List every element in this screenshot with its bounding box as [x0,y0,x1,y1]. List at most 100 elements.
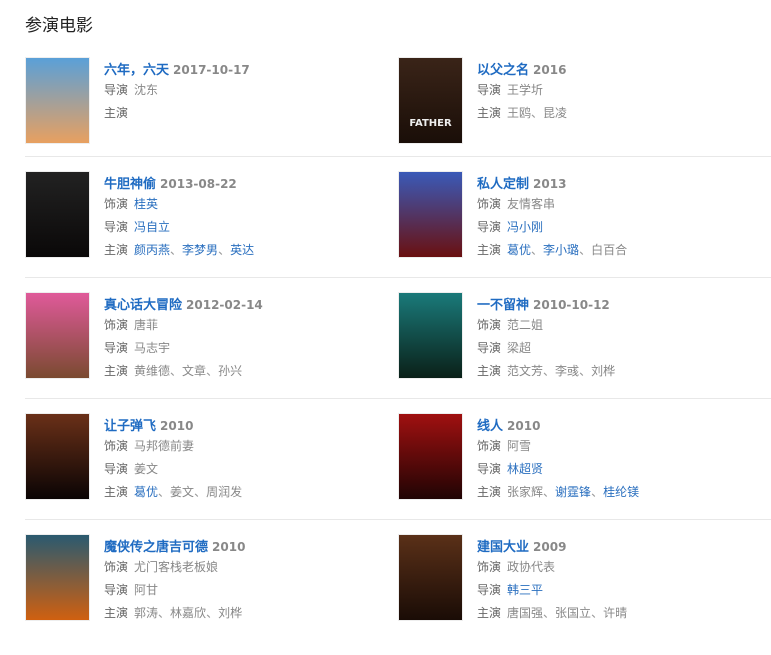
movie-poster[interactable] [398,171,463,258]
credit-line-director: 导演 姜文 [104,458,242,481]
separator: 、 [218,243,231,257]
person-name: 文章 [182,364,207,378]
person-name[interactable]: 李梦男 [182,243,219,257]
section-heading: 参演电影 [25,16,93,36]
person-name: 郭涛 [134,606,159,620]
person-name[interactable]: 桂英 [134,197,159,211]
movie-item: 牛胆神偷 2013-08-22 饰演 桂英 导演 冯自立 主演 颜丙燕、李梦男、英达 [25,171,398,277]
person-name[interactable]: 颜丙燕 [134,243,171,257]
credit-label: 饰演 [104,439,129,453]
separator: 、 [531,106,544,120]
movie-date: 2016 [533,63,567,77]
person-name: 姜文 [134,462,159,476]
person-name: 唐菲 [134,318,159,332]
movie-row: 六年，六天 2017-10-17 导演 沈东主演 FATHER 以父之名 2016 导演 王学圻… [25,57,771,157]
credit-line-role: 饰演 唐菲 [104,314,263,337]
person-name[interactable]: 冯小刚 [507,220,544,234]
movie-title-line: 线人 2010 [477,415,639,435]
credit-label: 饰演 [104,560,129,574]
movie-item: 私人定制 2013 饰演 友情客串 导演 冯小刚 主演 葛优、李小璐、白百合 [398,171,771,277]
movie-info: 以父之名 2016 导演 王学圻 主演 王鸥、昆凌 [477,57,567,156]
person-name: 政协代表 [507,560,556,574]
person-name: 唐国强 [507,606,544,620]
credit-line-role: 饰演 范二姐 [477,314,615,337]
movie-poster[interactable] [25,57,90,144]
credit-line-cast: 主演 王鸥、昆凌 [477,102,567,125]
movie-info: 私人定制 2013 饰演 友情客串 导演 冯小刚 主演 葛优、李小璐、白百合 [477,171,627,277]
movie-title-link[interactable]: 以父之名 [477,63,530,78]
separator: 、 [543,606,556,620]
movie-title-link[interactable]: 一不留神 [477,298,530,313]
movie-poster[interactable] [398,413,463,500]
person-name: 马邦德前妻 [134,439,195,453]
movie-title-line: 牛胆神偷 2013-08-22 [104,173,254,193]
credit-label: 主演 [104,106,129,120]
credit-line-cast: 主演 葛优、李小璐、白百合 [477,239,627,262]
person-name: 张家辉 [507,485,544,499]
person-name: 王鸥 [507,106,532,120]
movie-date: 2010 [212,540,246,554]
person-name[interactable]: 桂纶镁 [603,485,640,499]
movie-item: 建国大业 2009 饰演 政协代表 导演 韩三平 主演 唐国强、张国立、许晴 [398,534,771,641]
credit-label: 饰演 [477,318,502,332]
movie-title-link[interactable]: 建国大业 [477,540,530,555]
person-name: 友情客串 [507,197,556,211]
credit-label: 主演 [477,606,502,620]
movie-list: 六年，六天 2017-10-17 导演 沈东主演 FATHER 以父之名 2016 导演 王学圻… [25,57,771,655]
movie-date: 2013 [533,177,567,191]
movie-poster[interactable] [25,413,90,500]
person-name[interactable]: 英达 [230,243,255,257]
person-name[interactable]: 韩三平 [507,583,544,597]
movie-poster[interactable] [25,534,90,621]
movie-poster[interactable] [25,292,90,379]
movie-date: 2010 [507,419,541,433]
movie-title-link[interactable]: 让子弹飞 [104,419,157,434]
person-name[interactable]: 林超贤 [507,462,544,476]
movie-poster[interactable] [398,534,463,621]
separator: 、 [591,606,604,620]
credit-line-role: 饰演 友情客串 [477,193,627,216]
movie-poster[interactable]: FATHER [398,57,463,144]
credit-label: 主演 [477,106,502,120]
credit-label: 导演 [477,583,502,597]
person-name[interactable]: 葛优 [507,243,532,257]
person-name: 刘桦 [591,364,616,378]
credit-label: 导演 [477,83,502,97]
movie-title-line: 私人定制 2013 [477,173,627,193]
movie-item: 一不留神 2010-10-12 饰演 范二姐 导演 梁超 主演 范文芳、李彧、刘桦 [398,292,771,398]
movie-title-link[interactable]: 牛胆神偷 [104,177,157,192]
movie-title-line: 六年，六天 2017-10-17 [104,59,250,79]
movie-title-link[interactable]: 魔侠传之唐吉可德 [104,540,209,555]
credit-line-role: 饰演 桂英 [104,193,254,216]
credit-label: 主演 [104,364,129,378]
credit-label: 导演 [104,341,129,355]
person-name: 尤门客栈老板娘 [134,560,219,574]
person-name[interactable]: 李小璐 [543,243,580,257]
credit-line-cast: 主演 颜丙燕、李梦男、英达 [104,239,254,262]
movie-title-link[interactable]: 线人 [477,419,504,434]
movie-title-line: 真心话大冒险 2012-02-14 [104,294,263,314]
person-name[interactable]: 葛优 [134,485,159,499]
person-name[interactable]: 冯自立 [134,220,171,234]
person-name[interactable]: 谢霆锋 [555,485,592,499]
credit-line-director: 导演 王学圻 [477,79,567,102]
credit-label: 主演 [104,485,129,499]
separator: 、 [170,364,183,378]
credit-line-cast: 主演 张家辉、谢霆锋、桂纶镁 [477,481,639,504]
movie-title-line: 让子弹飞 2010 [104,415,242,435]
movie-date: 2013-08-22 [160,177,237,191]
credit-line-director: 导演 马志宇 [104,337,263,360]
movie-poster[interactable] [25,171,90,258]
person-name: 范二姐 [507,318,544,332]
movie-info: 六年，六天 2017-10-17 导演 沈东主演 [104,57,250,156]
movie-info: 一不留神 2010-10-12 饰演 范二姐 导演 梁超 主演 范文芳、李彧、刘桦 [477,292,615,398]
credit-line-director: 导演 沈东 [104,79,250,102]
movie-title-link[interactable]: 六年，六天 [104,63,170,78]
movie-title-link[interactable]: 私人定制 [477,177,530,192]
movie-poster[interactable] [398,292,463,379]
credit-label: 饰演 [477,439,502,453]
movie-item: 魔侠传之唐吉可德 2010 饰演 尤门客栈老板娘 导演 阿甘 主演 郭涛、林嘉欣、刘桦 [25,534,398,641]
movie-date: 2010-10-12 [533,298,610,312]
movie-title-link[interactable]: 真心话大冒险 [104,298,183,313]
credit-line-cast: 主演 郭涛、林嘉欣、刘桦 [104,602,245,625]
